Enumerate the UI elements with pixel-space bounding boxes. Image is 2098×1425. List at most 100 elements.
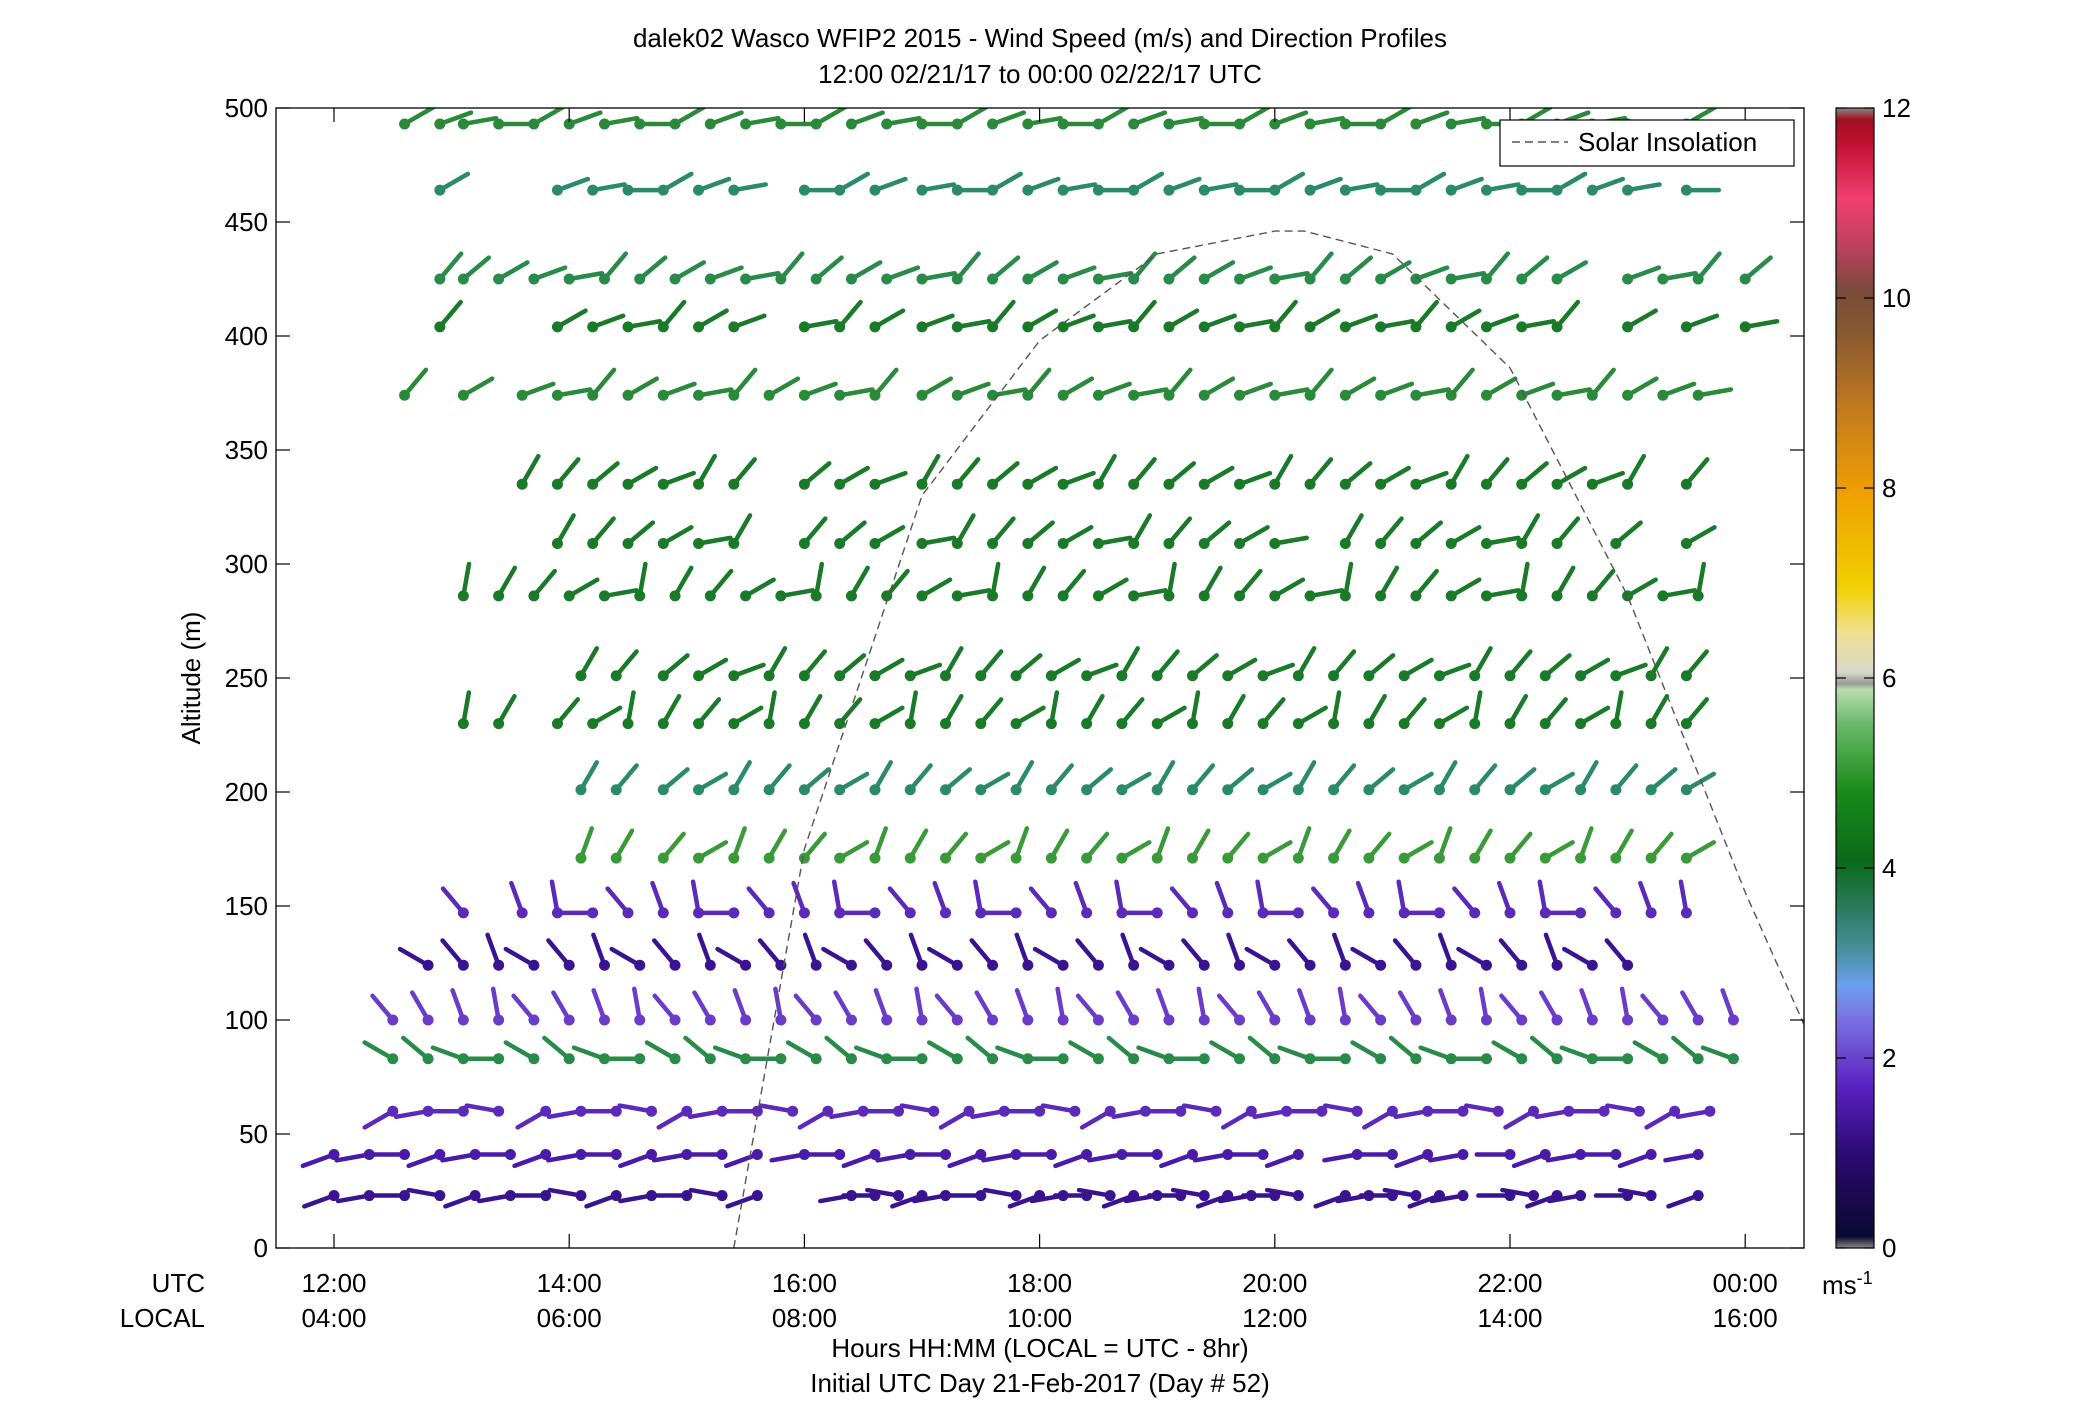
wind-barb-dot xyxy=(1504,1149,1516,1161)
wind-barb-dot xyxy=(1692,1014,1704,1026)
wind-barb-dot xyxy=(940,718,952,730)
wind-barb-dot xyxy=(798,718,810,730)
wind-barb-staff xyxy=(1307,115,1346,127)
wind-barb-dot xyxy=(1398,670,1410,682)
wind-barb-dot xyxy=(740,959,752,971)
wind-barb-dot xyxy=(657,852,669,864)
wind-barb-dot xyxy=(387,1105,399,1117)
wind-barb-dot xyxy=(1410,389,1422,401)
wind-barb-dot xyxy=(457,718,469,730)
colorbar-tick-label: 6 xyxy=(1882,663,1896,693)
wind-barb-dot xyxy=(1692,273,1704,285)
wind-barb-dot xyxy=(1257,1149,1269,1161)
wind-barb-dot xyxy=(1610,907,1622,919)
wind-barb-dot xyxy=(1739,321,1751,333)
wind-barb-dot xyxy=(751,1149,763,1161)
wind-barb-dot xyxy=(1539,718,1551,730)
wind-barb-dot xyxy=(1057,590,1069,602)
wind-barb-staff xyxy=(461,255,492,282)
wind-barb-dot xyxy=(881,273,893,285)
legend: Solar Insolation xyxy=(1499,119,1795,167)
wind-barb-staff xyxy=(1695,387,1734,398)
wind-barb-staff xyxy=(813,108,848,127)
wind-barb-dot xyxy=(1622,184,1634,196)
wind-barb-staff xyxy=(1428,1152,1466,1163)
wind-barb-dot xyxy=(634,590,646,602)
x-tick-label-utc: 14:00 xyxy=(537,1268,602,1298)
wind-barb-dot xyxy=(845,959,857,971)
wind-barb-dot xyxy=(1504,852,1516,864)
wind-barb-dot xyxy=(740,1053,752,1065)
wind-barb-dot xyxy=(528,1053,540,1065)
wind-barb-dot xyxy=(610,852,622,864)
wind-barb-staff xyxy=(955,108,989,127)
wind-barb-dot xyxy=(1433,670,1445,682)
wind-barb-dot xyxy=(540,1190,552,1202)
wind-barb-dot xyxy=(1622,389,1634,401)
x-tick-label-local: 12:00 xyxy=(1242,1303,1307,1333)
wind-barb-dot xyxy=(1304,1014,1316,1026)
wind-barb-dot xyxy=(1575,718,1587,730)
wind-barb-dot xyxy=(951,590,963,602)
wind-barb-staff xyxy=(875,1152,913,1163)
wind-barb-dot xyxy=(1410,118,1422,130)
wind-barb-dot xyxy=(798,784,810,796)
wind-barb-dot xyxy=(363,1190,375,1202)
wind-barb-dot xyxy=(575,784,587,796)
wind-barb-dot xyxy=(810,118,822,130)
wind-barb-dot xyxy=(1163,1053,1175,1065)
wind-barb-dot xyxy=(1433,852,1445,864)
wind-barb-dot xyxy=(951,1014,963,1026)
wind-barb-staff xyxy=(672,108,706,127)
wind-barb-staff xyxy=(566,110,603,127)
wind-barb-staff xyxy=(590,367,617,398)
wind-barb-dot xyxy=(493,273,505,285)
wind-barb-dot xyxy=(1339,118,1351,130)
wind-barb-dot xyxy=(1516,1014,1528,1026)
wind-barb-dot xyxy=(704,273,716,285)
wind-barb-staff xyxy=(1166,255,1197,282)
wind-barb-dot xyxy=(610,670,622,682)
wind-barb-dot xyxy=(1010,907,1022,919)
x-axis-label: Hours HH:MM (LOCAL = UTC - 8hr) xyxy=(831,1333,1248,1363)
wind-barb-staff xyxy=(1237,381,1273,398)
wind-barb-dot xyxy=(1445,321,1457,333)
wind-barb-dot xyxy=(1010,1190,1022,1202)
wind-barb-dot xyxy=(1657,273,1669,285)
wind-barb-dot xyxy=(1104,1105,1116,1117)
wind-barb-staff xyxy=(919,376,954,398)
wind-barb-dot xyxy=(1551,273,1563,285)
wind-barb-dot xyxy=(1480,1014,1492,1026)
wind-barb-dot xyxy=(1516,478,1528,490)
wind-barb-dot xyxy=(1469,907,1481,919)
wind-barb-staff xyxy=(731,367,758,398)
wind-barb-dot xyxy=(693,389,705,401)
wind-barb-dot xyxy=(1363,718,1375,730)
wind-barb-dot xyxy=(540,1149,552,1161)
wind-barb-dot xyxy=(869,537,881,549)
wind-barb-dot xyxy=(1198,537,1210,549)
wind-barb-dot xyxy=(1363,852,1375,864)
wind-barb-dot xyxy=(1269,537,1281,549)
wind-barb-dot xyxy=(951,478,963,490)
wind-barb-staff xyxy=(1511,1152,1548,1169)
wind-barb-dot xyxy=(1175,1105,1187,1117)
wind-barb-dot xyxy=(928,1105,940,1117)
wind-barb-dot xyxy=(751,1105,763,1117)
wind-barb-dot xyxy=(1151,718,1163,730)
wind-barb-dot xyxy=(622,907,634,919)
wind-barb-dot xyxy=(1198,321,1210,333)
wind-barb-dot xyxy=(904,718,916,730)
wind-barb-dot xyxy=(716,1149,728,1161)
wind-barb-dot xyxy=(1116,670,1128,682)
wind-barb-dot xyxy=(1575,670,1587,682)
wind-barb-dot xyxy=(987,537,999,549)
wind-barb-staff xyxy=(849,260,883,282)
wind-barb-staff xyxy=(1264,1152,1301,1169)
wind-barb-dot xyxy=(1257,718,1269,730)
wind-barb-dot xyxy=(1269,118,1281,130)
wind-barb-dot xyxy=(704,1053,716,1065)
wind-barb-dot xyxy=(457,1053,469,1065)
wind-barb-dot xyxy=(869,389,881,401)
